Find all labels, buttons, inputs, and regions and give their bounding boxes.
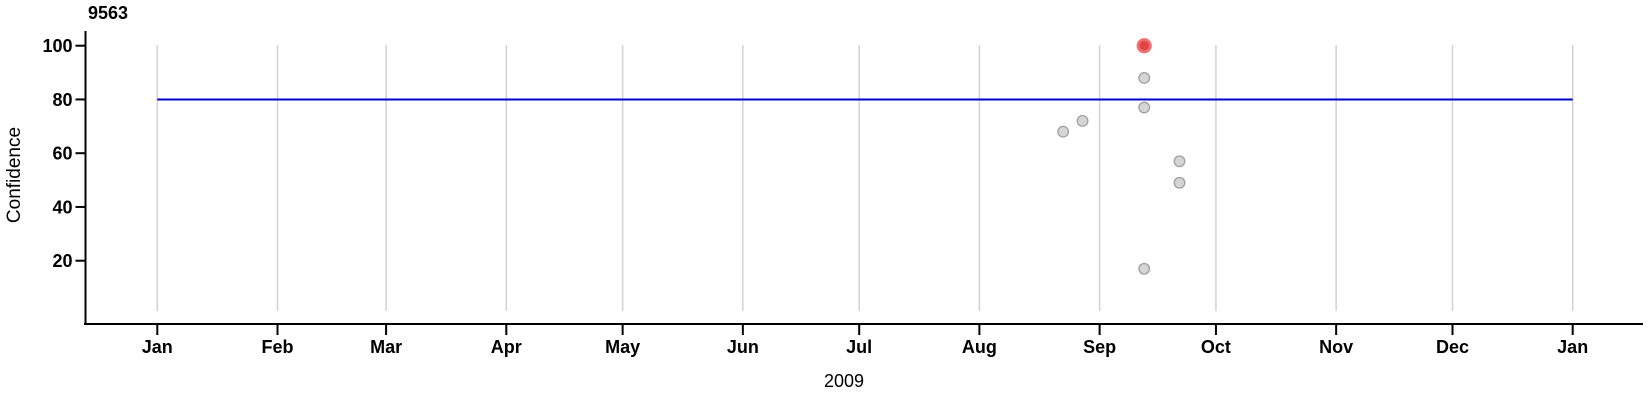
x-tick-label: Oct bbox=[1201, 337, 1231, 357]
data-point bbox=[1138, 262, 1151, 275]
x-tick-label: Feb bbox=[262, 337, 294, 357]
x-tick-label: Sep bbox=[1083, 337, 1116, 357]
x-tick-label: Mar bbox=[370, 337, 402, 357]
x-tick-label: Jan bbox=[142, 337, 173, 357]
x-tick-label: Nov bbox=[1319, 337, 1353, 357]
data-point bbox=[1173, 155, 1186, 168]
y-axis-title: Confidence bbox=[4, 126, 25, 224]
y-tick-label: 80 bbox=[52, 90, 72, 110]
data-point bbox=[1173, 176, 1186, 189]
x-tick-label: Jan bbox=[1557, 337, 1588, 357]
y-tick-label: 40 bbox=[52, 197, 72, 217]
data-point bbox=[1076, 114, 1089, 127]
x-tick-label: Aug bbox=[962, 337, 997, 357]
data-point bbox=[1138, 101, 1151, 114]
y-tick-label: 20 bbox=[52, 251, 72, 271]
y-tick-label: 100 bbox=[42, 36, 72, 56]
y-tick-label: 60 bbox=[52, 144, 72, 164]
chart-title: 9563 bbox=[88, 3, 129, 23]
x-tick-label: Jul bbox=[846, 337, 872, 357]
x-tick-label: Apr bbox=[491, 337, 522, 357]
x-axis-title: 2009 bbox=[823, 371, 865, 391]
data-point bbox=[1138, 71, 1151, 84]
x-tick-label: Jun bbox=[727, 337, 759, 357]
data-point bbox=[1057, 125, 1070, 138]
x-tick-label: May bbox=[605, 337, 640, 357]
x-tick-label: Dec bbox=[1436, 337, 1469, 357]
highlighted-data-point bbox=[1136, 38, 1152, 54]
